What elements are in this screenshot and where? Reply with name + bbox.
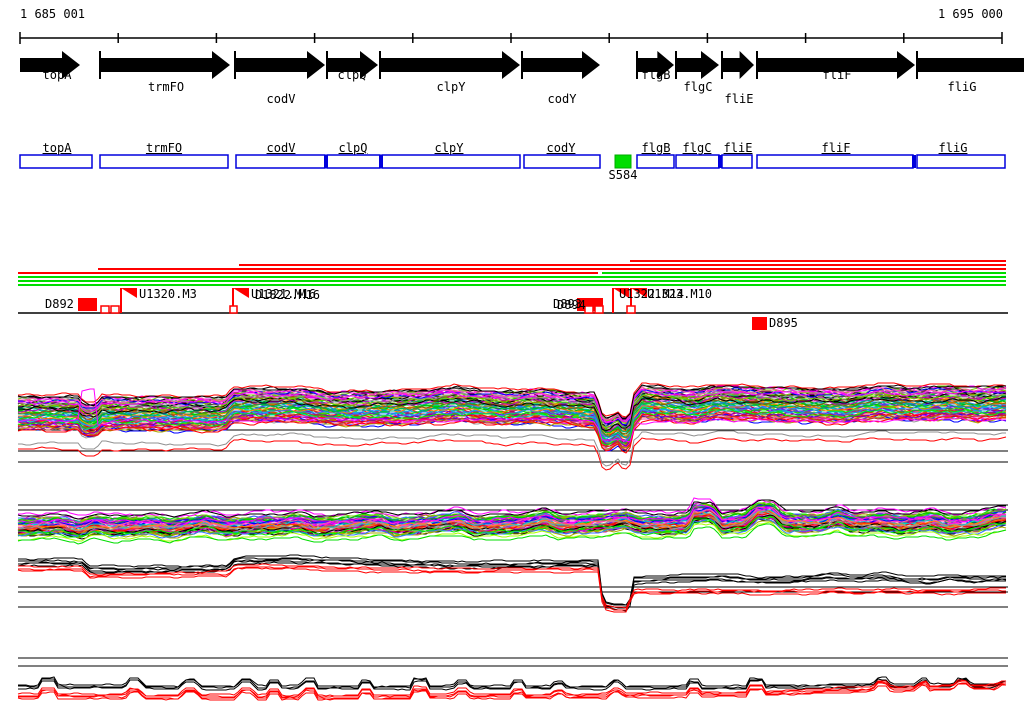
marker-box-S584[interactable] [614,154,632,169]
coverage-panel-trace [18,554,1006,606]
gene-arrow-fliE[interactable] [722,51,754,79]
feature-tick-box [626,305,636,314]
expression-panel-2-envelope-trace [17,523,1007,545]
expression-panel-1-envelope-trace [18,436,1007,471]
bottom-panel-trace [18,678,1007,689]
coverage-panel-trace [18,560,1007,609]
expression-panel-1-trace [18,400,1006,439]
bottom-panel-trace [17,683,1006,701]
bottom-panel-trace [17,679,1006,697]
expression-panel-1-trace [18,387,1007,426]
coverage-panel-trace [18,566,1006,611]
expression-panel-2-trace [18,516,1007,537]
expression-panel-2-trace [18,504,1006,524]
bottom-panel-trace [18,676,1006,688]
expression-panel-2-envelope-trace [18,497,1007,518]
expression-panel-1-trace [17,409,1007,447]
feature-flag-pennant-U1320.M3[interactable] [121,288,137,298]
expression-panel-1-trace [17,415,1006,454]
expression-panel-2-trace [18,504,1006,526]
expression-panel-2-trace [17,510,1006,532]
bottom-panel-trace [18,682,1007,700]
gene-arrow-clpY[interactable] [380,51,520,79]
expression-panel-2-envelope-trace [17,499,1006,520]
gene-box-clpY[interactable] [381,154,521,169]
feature-tick-box [110,305,120,314]
feature-flag-pennant-U1323.M10[interactable] [631,288,647,298]
feature-tick-box [584,305,594,314]
gene-box-flgC[interactable] [675,154,720,169]
gene-box-clpQ[interactable] [326,154,381,169]
feature-tick-box [100,305,110,314]
gene-arrow-flgB[interactable] [637,51,674,79]
feature-tick-box [594,305,604,314]
bottom-panel-trace [18,679,1006,691]
coverage-panel-trace [18,563,1006,609]
feature-box-D895[interactable] [752,317,767,330]
gene-box-codV[interactable] [235,154,326,169]
gene-arrow-topA[interactable] [20,51,80,79]
gene-arrow-codY[interactable] [522,51,600,79]
feature-tick-box [229,305,238,314]
expression-panel-1-trace [18,407,1007,443]
expression-panel-1-trace [17,408,1007,446]
gene-box-topA[interactable] [19,154,93,169]
feature-box-D892[interactable] [78,298,97,311]
gene-box-codY[interactable] [523,154,601,169]
gene-arrow-trmFO[interactable] [100,51,230,79]
expression-panel-1-envelope-trace [18,430,1006,467]
gene-box-fliF[interactable] [756,154,914,169]
gene-box-divider [324,155,328,168]
coverage-panel-trace [17,567,1006,613]
feature-flag-pennant-U1321.M16[interactable] [233,288,249,298]
expression-panel-1-trace [18,386,1006,421]
expression-panel-1-trace [18,396,1006,432]
expression-panel-1-trace [17,413,1007,451]
gene-arrow-codV[interactable] [235,51,325,79]
expression-panel-1-trace [18,388,1006,424]
expression-panel-1-envelope-trace [17,388,1006,443]
gene-arrow-clpQ[interactable] [327,51,378,79]
gene-box-divider [379,155,383,168]
gene-arrow-flgC[interactable] [676,51,719,79]
expression-panel-1-trace [18,402,1007,439]
bottom-panel-trace [18,680,1006,698]
expression-panel-1-envelope-trace [17,384,1006,419]
gene-arrow-fliG[interactable] [917,58,1024,72]
gene-box-divider [912,155,916,168]
gene-box-fliE[interactable] [721,154,753,169]
gene-box-divider [718,155,722,168]
expression-panel-1-trace [17,397,1007,436]
feature-flag-pennant-U1322.M14[interactable] [613,288,629,298]
gene-arrow-fliF[interactable] [757,51,915,79]
gene-box-fliG[interactable] [916,154,1006,169]
gene-box-flgB[interactable] [636,154,675,169]
coverage-panel-trace [18,558,1006,608]
gene-box-trmFO[interactable] [99,154,229,169]
